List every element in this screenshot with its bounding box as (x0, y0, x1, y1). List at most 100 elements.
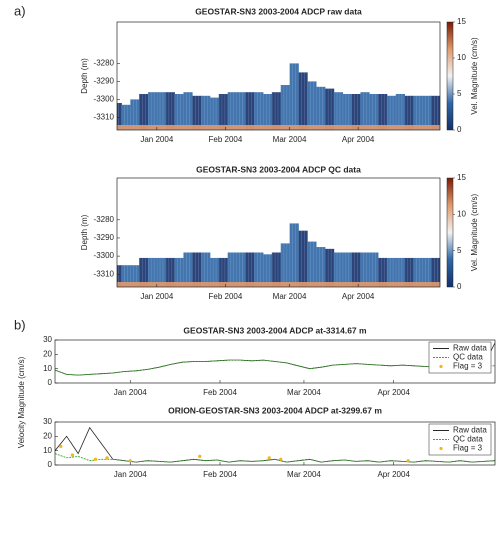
texture (316, 247, 317, 287)
flag-point (406, 459, 410, 463)
texture (339, 252, 341, 287)
depth-column (139, 257, 149, 287)
depth-column (174, 94, 184, 130)
texture (171, 92, 173, 130)
texture (383, 94, 385, 130)
y-tick-label: -3300 (94, 251, 115, 260)
texture (360, 252, 361, 287)
flag-point (128, 459, 132, 463)
colorbar-tick-label: 15 (457, 173, 466, 182)
texture (404, 257, 406, 287)
texture (142, 257, 143, 287)
texture (342, 252, 344, 287)
texture (431, 257, 432, 287)
flag-point (198, 454, 202, 458)
series-line (55, 359, 495, 376)
texture (316, 86, 317, 130)
depth-column (209, 257, 220, 287)
texture (274, 252, 276, 287)
x-tick-label: Apr 2004 (377, 470, 410, 479)
texture (375, 94, 376, 130)
flag-point (70, 453, 74, 457)
texture (274, 92, 276, 130)
axes-box (116, 177, 441, 288)
legend-label: QC data (453, 353, 483, 362)
depth-column (165, 92, 175, 130)
depth-column (117, 265, 122, 287)
texture (171, 257, 173, 287)
texture (218, 94, 220, 130)
texture (345, 94, 347, 130)
texture (327, 248, 329, 287)
texture (121, 265, 122, 287)
depth-column (121, 104, 131, 130)
texture (369, 94, 370, 130)
texture (201, 252, 202, 287)
texture (265, 254, 267, 287)
texture (177, 257, 178, 287)
texture (147, 257, 149, 287)
texture (357, 94, 358, 130)
texture (425, 95, 426, 130)
y-tick-label: 20 (43, 431, 52, 440)
texture (130, 265, 131, 287)
texture (153, 92, 155, 130)
texture (322, 247, 323, 287)
texture (221, 94, 223, 130)
texture (239, 92, 240, 130)
texture (242, 252, 243, 287)
texture (174, 94, 176, 130)
texture (227, 252, 229, 287)
texture (153, 257, 155, 287)
texture (378, 94, 379, 130)
flag-point (105, 456, 109, 460)
depth-column (333, 252, 344, 287)
texture (245, 252, 246, 287)
texture (389, 257, 391, 287)
x-tick-label: Apr 2004 (342, 135, 375, 144)
depth-column (263, 254, 273, 287)
chart: GEOSTAR-SN3 2003-2004 ADCP raw data 0 5 10 1… (80, 6, 479, 144)
y-tick-label: -3290 (94, 233, 115, 242)
depth-column (183, 92, 193, 130)
depth-column (395, 94, 406, 130)
legend-label: Flag = 3 (453, 362, 483, 371)
y-tick-label: -3310 (94, 113, 115, 122)
depth-column (263, 94, 273, 130)
texture (324, 248, 326, 287)
x-tick-label: Jan 2004 (114, 388, 147, 397)
texture (139, 257, 140, 287)
plot-area (117, 63, 440, 130)
y-tick-label: -3280 (94, 215, 115, 224)
texture (407, 95, 409, 130)
texture (289, 223, 291, 287)
x-tick-label: Jan 2004 (114, 470, 147, 479)
texture (124, 265, 125, 287)
depth-column (236, 92, 246, 130)
depth-column (324, 88, 335, 130)
texture (357, 252, 358, 287)
texture (195, 95, 196, 130)
y-tick-label: 30 (43, 417, 52, 426)
texture (313, 81, 314, 130)
texture (177, 94, 178, 130)
texture (392, 95, 394, 130)
depth-column (289, 223, 299, 287)
chart: GEOSTAR-SN3 2003-2004 ADCP at-3314.67 m R… (17, 325, 496, 448)
texture (313, 241, 314, 287)
texture (224, 94, 226, 130)
texture (233, 92, 235, 130)
texture (407, 257, 409, 287)
texture (369, 252, 370, 287)
depth-column (369, 252, 379, 287)
depth-column (271, 92, 282, 130)
texture (383, 257, 385, 287)
depth-column (117, 103, 122, 130)
bottom-band (117, 125, 440, 130)
texture (339, 92, 341, 130)
texture (419, 257, 420, 287)
texture (304, 230, 305, 287)
texture (254, 252, 255, 287)
texture (263, 94, 264, 130)
texture (260, 92, 261, 130)
